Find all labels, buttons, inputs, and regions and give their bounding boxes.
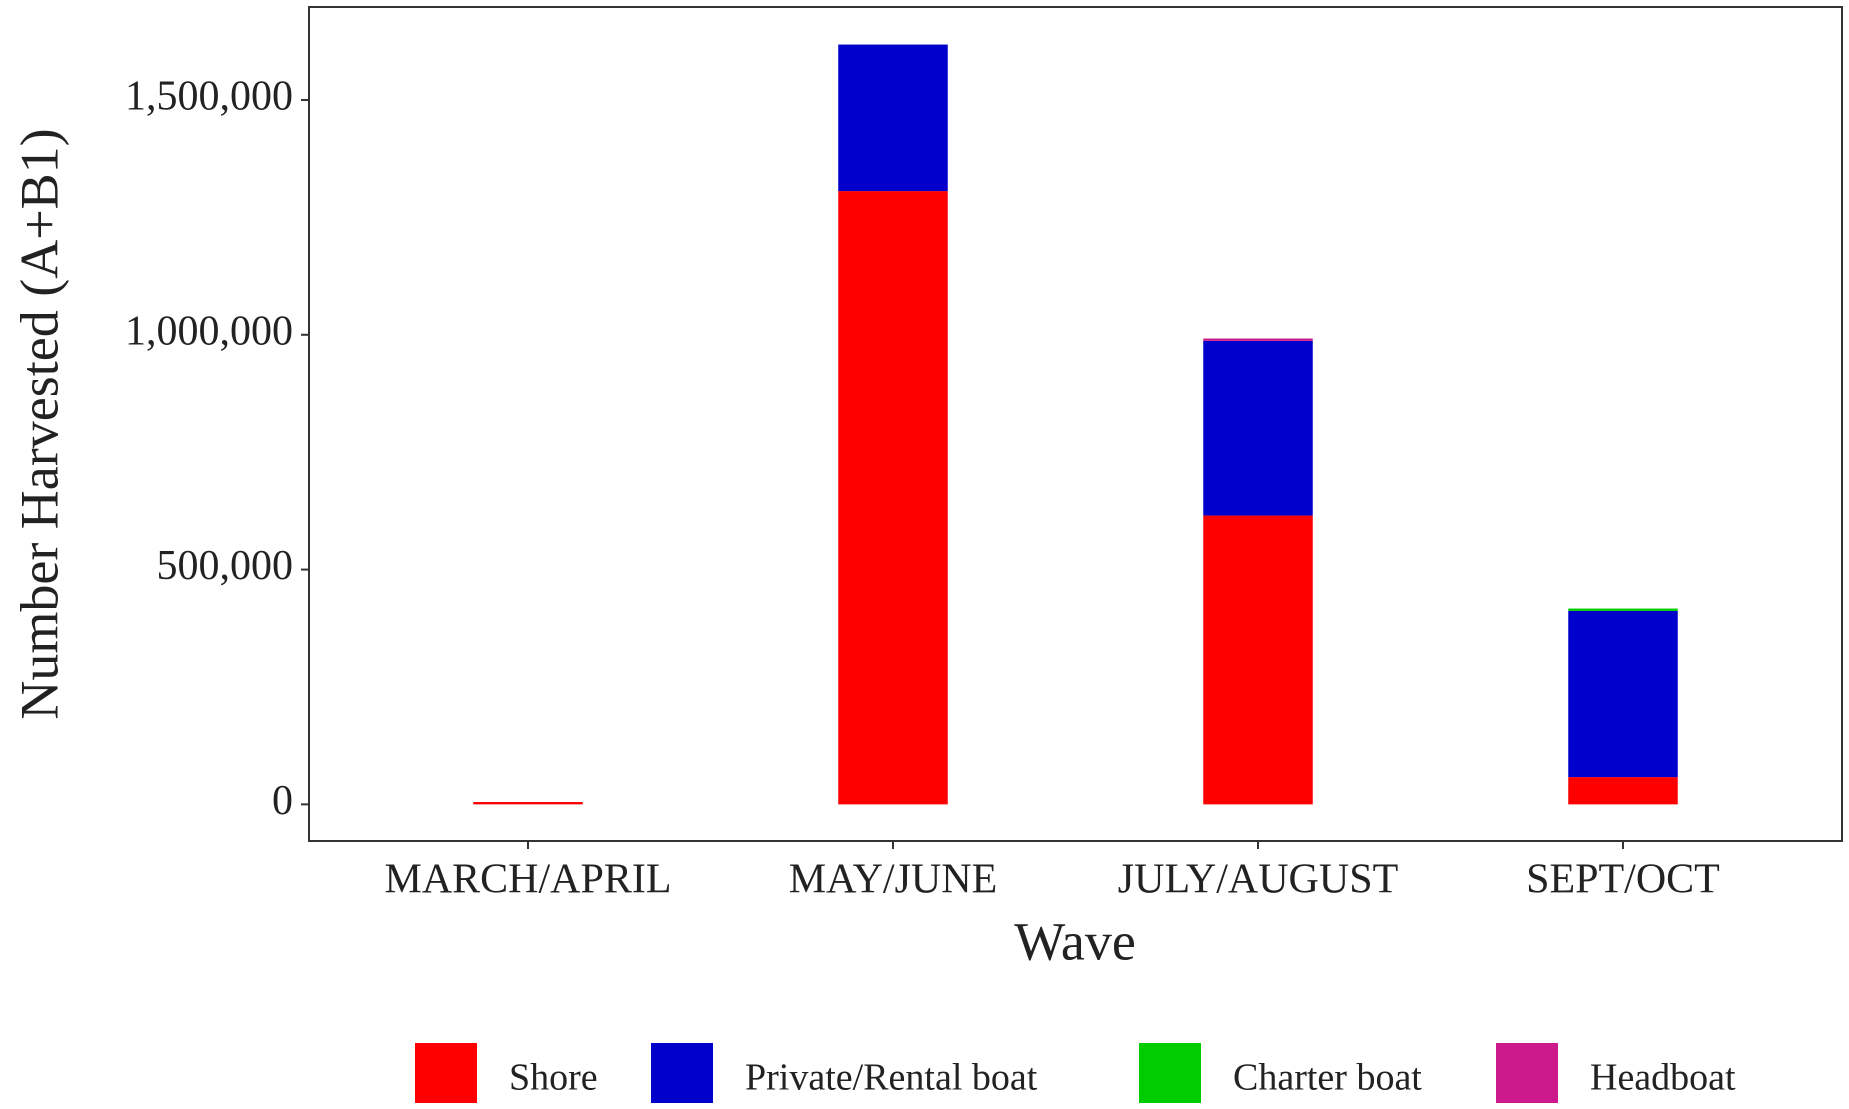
bar-segment — [473, 802, 583, 805]
plot-border — [308, 6, 1843, 842]
legend-label: Headboat — [1590, 1057, 1736, 1099]
bar-segment — [1568, 777, 1678, 805]
legend-key — [1496, 1043, 1558, 1103]
bar-segment — [838, 191, 948, 805]
x-tick-label: MARCH/APRIL — [384, 857, 671, 903]
bar-segment — [838, 44, 948, 192]
bar-segment — [1203, 338, 1313, 341]
y-tick-label: 1,500,000 — [125, 74, 293, 120]
y-tick-label: 1,000,000 — [125, 308, 293, 354]
legend-key — [415, 1043, 477, 1103]
x-axis-title: Wave — [1014, 911, 1136, 971]
legend-label: Shore — [509, 1057, 598, 1099]
x-tick-label: MAY/JUNE — [789, 857, 997, 903]
y-tick-label: 500,000 — [157, 543, 294, 589]
legend-label: Charter boat — [1233, 1057, 1422, 1099]
bar-segment — [1568, 608, 1678, 611]
legend-key — [1139, 1043, 1201, 1103]
y-axis-title: Number Harvested (A+B1) — [9, 128, 69, 719]
legend-key — [651, 1043, 713, 1103]
x-tick-label: SEPT/OCT — [1526, 857, 1720, 903]
y-tick-label: 0 — [272, 778, 293, 824]
bar-segment — [1203, 340, 1313, 516]
x-tick-label: JULY/AUGUST — [1118, 857, 1398, 903]
legend-label: Private/Rental boat — [745, 1057, 1038, 1099]
bar-segment — [1568, 610, 1678, 778]
bar-segment — [1203, 515, 1313, 805]
